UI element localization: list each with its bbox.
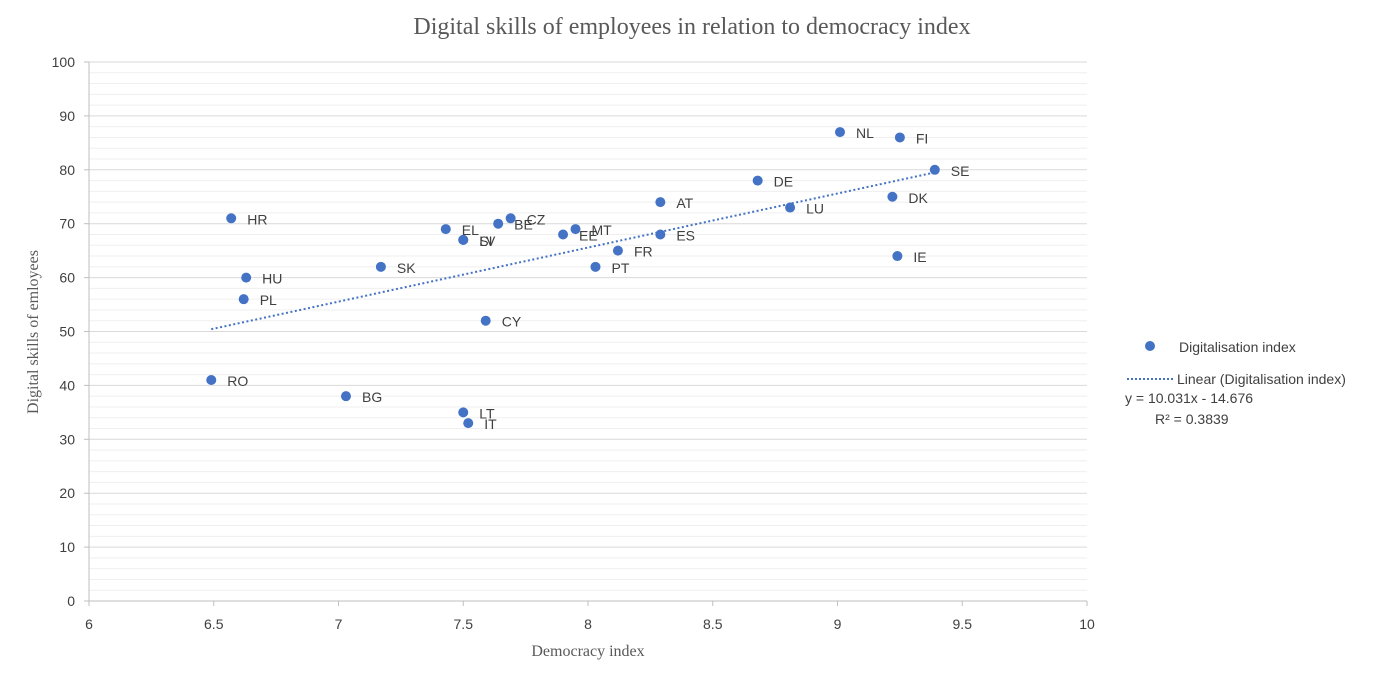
data-point xyxy=(463,418,474,429)
y-tick-label: 10 xyxy=(59,539,75,555)
y-tick-label: 50 xyxy=(59,324,75,340)
x-tick-label: 8.5 xyxy=(703,616,723,632)
x-tick-label: 9.5 xyxy=(953,616,973,632)
data-point xyxy=(458,234,469,245)
data-point xyxy=(834,127,845,138)
data-point xyxy=(894,132,905,143)
x-axis-ticks: 6 6.5 7 7.5 8 8.5 9 9.5 10 xyxy=(85,601,1095,632)
data-point xyxy=(340,391,351,402)
trendline-equation: y = 10.031x - 14.676 xyxy=(1125,390,1253,406)
data-point-label: FI xyxy=(916,130,928,146)
data-point-label: FR xyxy=(634,244,653,260)
y-axis-ticks: 0 10 20 30 40 50 60 70 80 90 100 xyxy=(52,54,89,609)
data-point-label: PL xyxy=(260,292,277,308)
minor-gridlines xyxy=(89,72,1087,591)
legend: Digitalisation index Linear (Digitalisat… xyxy=(1125,339,1346,427)
y-tick-label: 100 xyxy=(52,54,76,70)
data-point-label: BE xyxy=(514,217,533,233)
data-point xyxy=(612,245,623,256)
y-tick-label: 20 xyxy=(59,485,75,501)
data-point xyxy=(440,224,451,235)
data-point-label: MT xyxy=(592,222,613,238)
x-tick-label: 7.5 xyxy=(454,616,474,632)
x-tick-label: 7 xyxy=(335,616,343,632)
data-point-label: DE xyxy=(774,174,793,190)
data-point xyxy=(505,213,516,224)
x-tick-label: 6 xyxy=(85,616,93,632)
data-point-label: CY xyxy=(502,314,522,330)
data-point xyxy=(752,175,763,186)
data-point-label: ES xyxy=(676,227,695,243)
data-point-label: IT xyxy=(484,416,497,432)
data-point-label: SE xyxy=(951,163,970,179)
y-tick-label: 0 xyxy=(67,593,75,609)
y-tick-label: 90 xyxy=(59,108,75,124)
data-point-label: CZ xyxy=(527,211,546,227)
y-tick-label: 30 xyxy=(59,431,75,447)
data-point-label: DK xyxy=(908,190,928,206)
data-point-label: AT xyxy=(676,195,693,211)
data-point-label: RO xyxy=(227,373,248,389)
data-point xyxy=(655,197,666,208)
data-point xyxy=(458,407,469,418)
data-point xyxy=(892,251,903,262)
data-point xyxy=(226,213,237,224)
data-point-label: NL xyxy=(856,125,874,141)
data-point-label: EL xyxy=(462,222,479,238)
data-point xyxy=(493,218,504,229)
data-point xyxy=(655,229,666,240)
y-tick-label: 70 xyxy=(59,216,75,232)
x-tick-label: 10 xyxy=(1079,616,1095,632)
legend-label-series: Digitalisation index xyxy=(1179,339,1296,355)
data-point-label: LU xyxy=(806,201,824,217)
major-gridlines xyxy=(89,61,1087,548)
legend-marker-scatter xyxy=(1145,341,1155,351)
data-point xyxy=(590,261,601,272)
data-point xyxy=(887,191,898,202)
x-axis-title: Democracy index xyxy=(531,643,644,660)
data-point xyxy=(206,375,217,386)
data-point-label: LV xyxy=(479,233,496,249)
data-points xyxy=(206,127,940,429)
data-point xyxy=(558,229,569,240)
x-tick-label: 8 xyxy=(584,616,592,632)
y-tick-label: 40 xyxy=(59,377,75,393)
data-point-label: HR xyxy=(247,211,267,227)
data-point xyxy=(238,294,249,305)
data-point-label: SI xyxy=(479,233,492,249)
data-point-label: BG xyxy=(362,389,382,405)
data-point-label: EE xyxy=(579,227,598,243)
data-point xyxy=(929,164,940,175)
legend-label-trendline: Linear (Digitalisation index) xyxy=(1177,371,1346,387)
data-point-label: PT xyxy=(611,260,629,276)
data-point-label: LT xyxy=(479,405,495,421)
data-point xyxy=(375,261,386,272)
y-axis-title: Digital skills of emloyees xyxy=(25,250,42,414)
trendline-r-squared: R² = 0.3839 xyxy=(1155,411,1229,427)
data-point xyxy=(785,202,796,213)
trendline xyxy=(211,171,936,331)
data-point xyxy=(480,315,491,326)
x-tick-label: 6.5 xyxy=(204,616,224,632)
data-point-label: SK xyxy=(397,260,416,276)
y-tick-label: 80 xyxy=(59,162,75,178)
chart-title: Digital skills of employees in relation … xyxy=(413,14,970,40)
data-point xyxy=(241,272,252,283)
data-point-label: IE xyxy=(913,249,926,265)
x-tick-label: 9 xyxy=(834,616,842,632)
data-point xyxy=(570,224,581,235)
data-point-label: HU xyxy=(262,271,282,287)
y-tick-label: 60 xyxy=(59,270,75,286)
